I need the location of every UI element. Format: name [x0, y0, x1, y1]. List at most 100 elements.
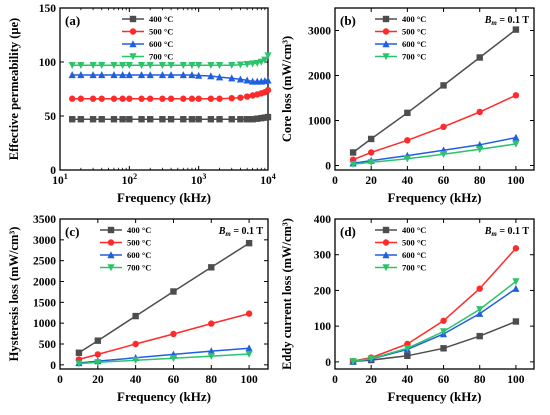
legend: 400 °C 500 °C 600 °C 700 °C [375, 225, 426, 273]
x-tick-label: 101 [52, 172, 68, 187]
data-point [179, 62, 187, 70]
data-point [367, 135, 375, 143]
x-tick-label: 60 [168, 374, 180, 386]
plot-frame [59, 218, 269, 370]
x-axis-label: Frequency (kHz) [388, 190, 482, 205]
data-point [512, 140, 520, 148]
data-point [228, 74, 236, 82]
legend-label: 600 °C [149, 39, 173, 49]
data-point [367, 149, 375, 156]
data-point [245, 310, 253, 317]
y-axis-label: Eddy current loss (mW/cm³) [280, 218, 294, 370]
x-tick-label: 0 [332, 175, 338, 187]
data-point [125, 62, 133, 70]
data-point [158, 62, 167, 70]
data-point [195, 71, 203, 79]
x-tick-label: 40 [402, 175, 414, 187]
data-point [243, 60, 251, 68]
data-point [188, 95, 196, 102]
y-tick-label: 300 [314, 250, 332, 262]
data-point [404, 109, 411, 117]
data-point [243, 76, 251, 84]
data-point [440, 123, 447, 130]
data-point [98, 116, 105, 123]
data-point [249, 116, 256, 123]
data-point [68, 62, 76, 70]
data-point [119, 62, 127, 70]
data-point [119, 71, 127, 79]
data-point [98, 71, 106, 79]
legend-label: 400 °C [127, 225, 151, 235]
data-point [261, 56, 269, 64]
data-point [207, 62, 215, 70]
data-point [367, 355, 375, 363]
data-point [237, 116, 244, 123]
data-point [236, 75, 245, 83]
data-point [132, 340, 139, 348]
data-point [159, 95, 166, 102]
y-tick-label: 0 [50, 165, 56, 177]
series-line [78, 312, 250, 361]
data-point [440, 345, 447, 352]
data-point [98, 62, 106, 70]
legend-label: 600 °C [402, 39, 426, 49]
data-point [180, 116, 187, 123]
data-point [195, 95, 202, 102]
data-point [146, 62, 154, 70]
y-axis-label: Hysteresis loss (mW/cm³) [7, 227, 21, 362]
data-point [69, 116, 76, 123]
panel-label: (d) [340, 224, 356, 239]
data-point [170, 288, 177, 295]
data-point [77, 116, 85, 123]
legend-label: 500 °C [127, 238, 151, 248]
x-tick-label: 60 [438, 175, 450, 187]
data-point [245, 344, 253, 352]
legend-marker [129, 28, 137, 35]
legend-marker [382, 53, 390, 61]
series-600C [68, 71, 272, 85]
data-point [75, 360, 83, 368]
data-point [207, 95, 215, 102]
plot-frame [334, 218, 535, 370]
data-point [404, 137, 411, 144]
series-700C [349, 140, 520, 168]
x-tick-label: 0 [57, 374, 63, 386]
data-point [119, 116, 126, 123]
data-point [188, 71, 196, 79]
y-tick-label: 0 [325, 161, 331, 173]
data-point [195, 62, 203, 70]
x-tick-label: 60 [438, 374, 450, 386]
legend: 400 °C 500 °C 600 °C 700 °C [375, 14, 426, 62]
data-point [167, 71, 175, 79]
legend-label: 400 °C [149, 14, 173, 24]
x-tick-label: 20 [92, 374, 104, 386]
data-point [476, 332, 483, 340]
data-point [125, 71, 133, 79]
data-point [167, 62, 175, 70]
data-point [253, 59, 261, 67]
data-point [77, 71, 85, 79]
y-tick-label: 500 [39, 339, 57, 351]
y-axis-label: Core loss (mW/cm³) [280, 36, 294, 142]
series-500C [69, 86, 272, 102]
x-tick-label: 20 [365, 175, 377, 187]
data-point [119, 95, 126, 102]
series-600C [349, 284, 520, 365]
data-point [512, 318, 520, 325]
y-tick-label: 0 [325, 357, 331, 369]
data-point [264, 52, 272, 60]
data-point [138, 95, 145, 102]
legend: 400 °C 500 °C 600 °C 700 °C [122, 14, 173, 62]
x-axis-label: Frequency (kHz) [117, 389, 211, 404]
legend-label: 500 °C [402, 27, 426, 37]
data-point [228, 116, 235, 123]
series-400C [75, 239, 253, 356]
y-tick-label: 100 [314, 321, 332, 333]
y-tick-label: 3000 [308, 26, 331, 38]
data-point [180, 95, 187, 102]
data-point [254, 115, 261, 122]
data-point [170, 330, 177, 338]
data-point [439, 151, 448, 159]
data-point [89, 62, 97, 70]
x-tick-label: 100 [507, 374, 525, 386]
